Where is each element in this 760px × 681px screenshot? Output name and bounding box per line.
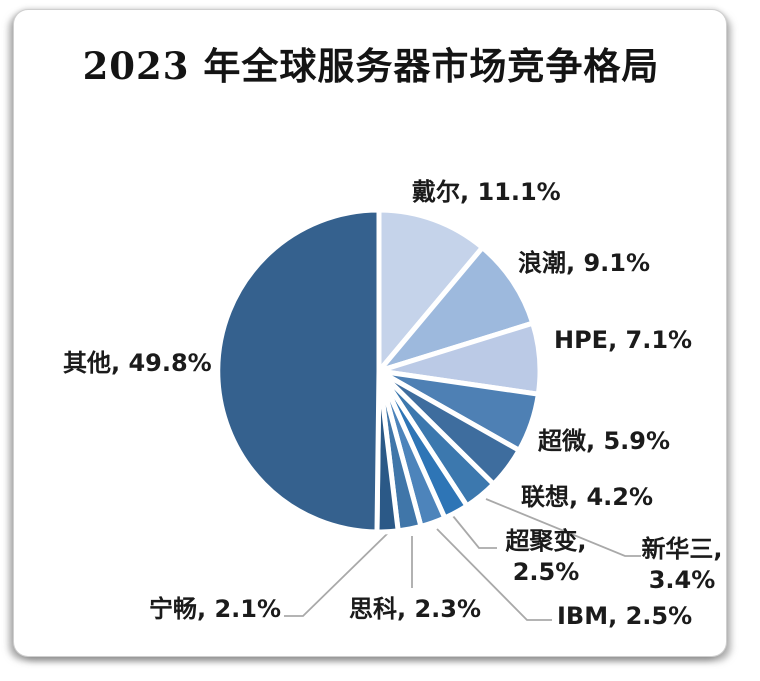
leader-line-h3c [485,498,641,557]
leader-line-ibm [436,528,552,621]
slice-label-inspur: 浪潮, 9.1% [518,249,651,277]
slice-label-ibm: IBM, 2.5% [557,602,693,630]
slice-label-supermicro: 超微, 5.9% [538,427,671,455]
slice-label-h3c: 新华三, 3.4% [620,534,744,596]
slice-label-xfusion: 超聚变, 2.5% [486,526,606,588]
slice-label-others: 其他, 49.8% [63,349,212,377]
leader-line-nettrix [284,532,389,617]
pie-slice-others [215,207,382,535]
slice-label-h3c-line1: 新华三, [641,535,723,563]
slice-label-hpe: HPE, 7.1% [554,326,693,354]
slice-label-dell: 戴尔, 11.1% [412,178,561,206]
slice-label-lenovo: 联想, 4.2% [521,483,654,511]
pie-slice-dell [376,207,485,374]
slice-label-cisco: 思科, 2.3% [349,595,482,623]
slice-label-nettrix: 宁畅, 2.1% [149,595,282,623]
slice-label-xfusion-line1: 超聚变, [505,527,587,555]
chart-title: 2023 年全球服务器市场竞争格局 [82,44,660,88]
leader-lines [284,498,641,621]
slice-label-h3c-line2: 3.4% [648,566,716,594]
pie-slices [215,207,543,535]
leader-line-xfusion [452,515,497,549]
slice-label-xfusion-line2: 2.5% [512,558,580,586]
